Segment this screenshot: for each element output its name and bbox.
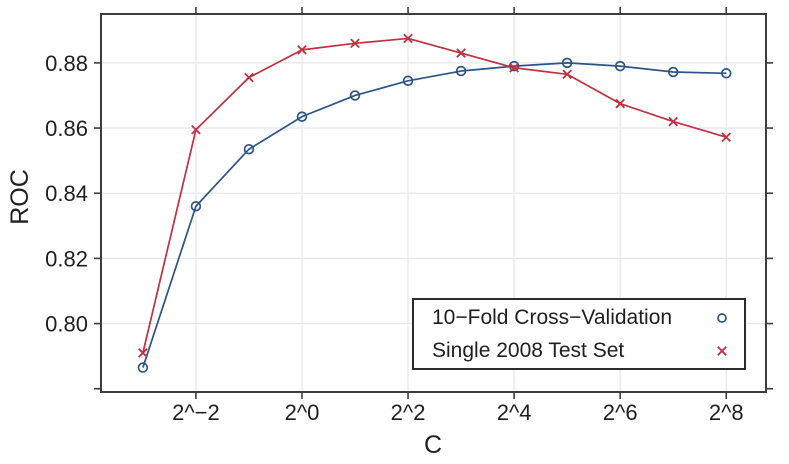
data-point-x	[668, 116, 679, 127]
data-point-circle	[455, 65, 467, 77]
y-tick-label: 0.80	[45, 312, 88, 337]
y-tick-label: 0.82	[45, 246, 88, 271]
data-point-circle	[402, 75, 414, 87]
y-tick-label: 0.86	[45, 116, 88, 141]
data-point-circle	[667, 66, 679, 78]
data-point-x	[615, 98, 626, 109]
data-point-circle	[614, 60, 626, 72]
x-tick-label: 2^−2	[172, 400, 220, 425]
chart-legend: 10−Fold Cross−Validation Single 2008 Tes…	[412, 298, 746, 370]
data-point-x	[403, 33, 413, 44]
y-axis-title: ROC	[6, 169, 34, 225]
data-point-x	[721, 132, 732, 143]
data-point-circle	[137, 362, 149, 373]
y-tick-label: 0.84	[45, 181, 88, 206]
x-tick-label: 2^8	[709, 400, 744, 425]
x-axis-title: C	[424, 431, 442, 459]
legend-item-test-set: Single 2008 Test Set	[414, 334, 744, 367]
y-tick-label: 0.88	[45, 51, 88, 76]
plot-border	[100, 13, 767, 393]
data-point-x	[138, 348, 148, 358]
legend-circle-marker-icon	[717, 312, 727, 323]
x-tick-label: 2^6	[603, 400, 638, 425]
data-point-circle	[720, 68, 732, 79]
data-point-x	[350, 38, 360, 49]
data-point-x	[191, 124, 201, 135]
legend-x-marker-icon	[717, 345, 727, 356]
legend-label-cross-validation: 10−Fold Cross−Validation	[432, 305, 673, 329]
data-point-circle	[561, 57, 573, 69]
series-line-cross-validation	[142, 62, 727, 368]
legend-item-cross-validation: 10−Fold Cross−Validation	[414, 301, 744, 334]
data-point-x	[456, 48, 466, 58]
data-point-x	[244, 72, 254, 83]
data-point-circle	[349, 90, 361, 101]
data-point-circle	[296, 111, 308, 122]
data-point-circle	[243, 143, 255, 155]
x-tick-label: 2^2	[391, 400, 426, 425]
series-line-test-set	[142, 37, 727, 354]
plot-area: 2^−2 2^0 2^2 2^4 2^6 2^8 0.80 0.82 0.84 0.86 0.88	[45, 7, 773, 425]
data-point-x	[509, 62, 519, 73]
data-point-x	[297, 45, 307, 55]
x-tick-label: 2^4	[497, 400, 532, 425]
x-tick-label: 2^0	[285, 400, 320, 425]
data-point-x	[562, 69, 572, 80]
data-point-circle	[190, 201, 202, 212]
legend-label-test-set: Single 2008 Test Set	[432, 338, 625, 362]
